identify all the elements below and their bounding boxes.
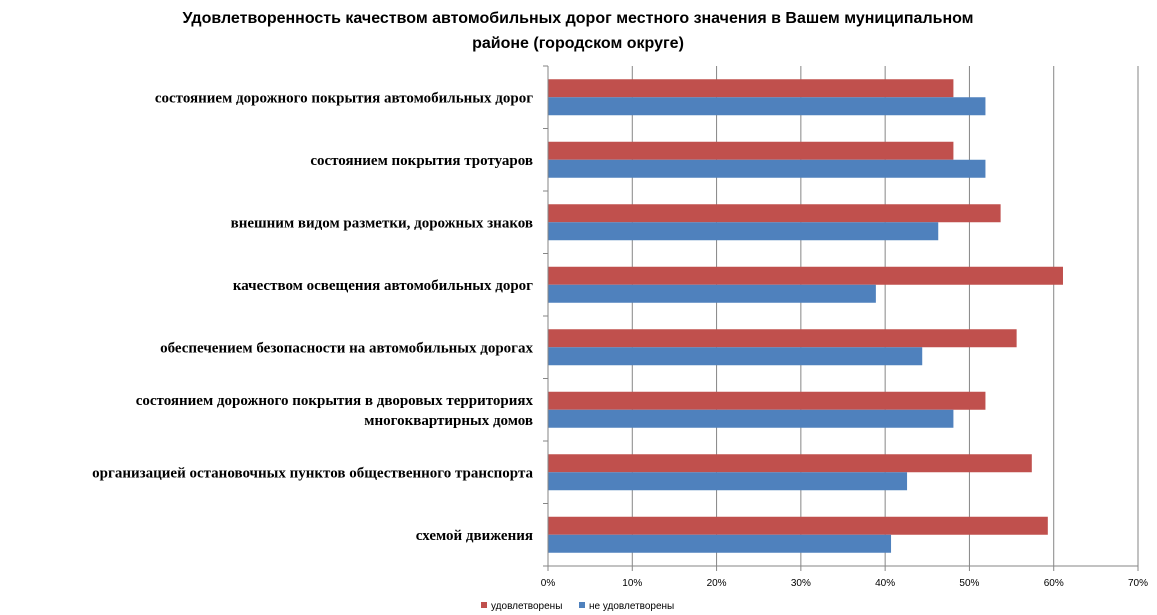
bar-satisfied xyxy=(548,266,1063,285)
category-label: обеспечением безопасности на автомобильн… xyxy=(160,340,533,356)
category-label: состоянием покрытия тротуаров xyxy=(310,153,533,169)
x-tick-labels: 0% 10% 20% 30% 40% 50% 60% 70% xyxy=(541,578,1148,589)
gridlines xyxy=(631,66,1139,566)
category-label: качеством освещения автомобильных дорог xyxy=(233,278,533,294)
legend: удовлетворены не удовлетворены xyxy=(481,601,674,612)
legend-item: удовлетворены xyxy=(481,601,562,612)
category-label: организацией остановочных пунктов общест… xyxy=(92,465,533,481)
bars xyxy=(548,79,1063,553)
category-label: многоквартирных домов xyxy=(364,413,533,429)
bar-not-satisfied xyxy=(548,472,908,491)
bar-satisfied xyxy=(548,204,1001,223)
bar-not-satisfied xyxy=(548,97,986,116)
legend-swatch xyxy=(481,602,487,608)
chart-title: Удовлетворенность качеством автомобильны… xyxy=(182,10,973,52)
chart-title-line: районе (городском округе) xyxy=(472,35,684,52)
legend-item: не удовлетворены xyxy=(579,601,674,612)
bar-satisfied xyxy=(548,454,1032,473)
x-tick-label: 70% xyxy=(1128,578,1148,589)
bar-not-satisfied xyxy=(548,159,986,178)
x-tick-label: 30% xyxy=(791,578,811,589)
category-label: внешним видом разметки, дорожных знаков xyxy=(231,215,533,231)
bar-not-satisfied xyxy=(548,222,939,241)
chart-title-line: Удовлетворенность качеством автомобильны… xyxy=(182,10,973,27)
category-label: состоянием дорожного покрытия в дворовых… xyxy=(136,393,534,409)
bar-satisfied xyxy=(548,516,1048,535)
bar-satisfied xyxy=(548,329,1017,348)
x-tick-label: 40% xyxy=(875,578,895,589)
bar-satisfied xyxy=(548,391,986,410)
x-tick-label: 0% xyxy=(541,578,556,589)
bar-not-satisfied xyxy=(548,347,923,366)
bar-satisfied xyxy=(548,79,954,98)
legend-label: удовлетворены xyxy=(491,601,562,612)
bar-not-satisfied xyxy=(548,284,876,303)
bar-not-satisfied xyxy=(548,534,892,553)
bar-satisfied xyxy=(548,141,954,160)
x-tick-label: 50% xyxy=(959,578,979,589)
category-labels: состоянием дорожного покрытия автомобиль… xyxy=(92,90,533,544)
category-label: состоянием дорожного покрытия автомобиль… xyxy=(155,90,533,106)
x-tick-label: 10% xyxy=(622,578,642,589)
axes xyxy=(543,65,1139,571)
legend-label: не удовлетворены xyxy=(589,601,674,612)
legend-swatch xyxy=(579,602,585,608)
bar-not-satisfied xyxy=(548,409,954,428)
category-label: схемой движения xyxy=(416,528,533,544)
x-tick-label: 20% xyxy=(707,578,727,589)
x-tick-label: 60% xyxy=(1044,578,1064,589)
